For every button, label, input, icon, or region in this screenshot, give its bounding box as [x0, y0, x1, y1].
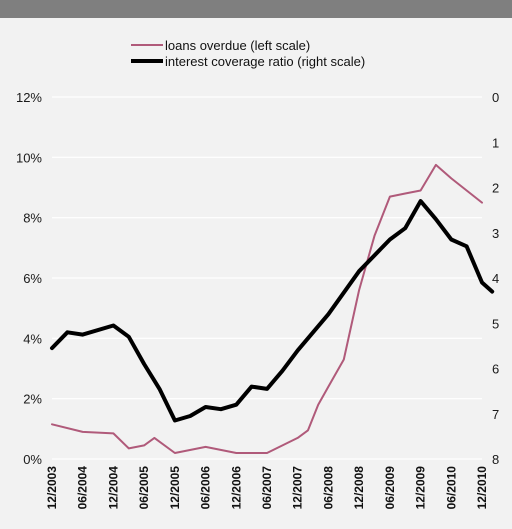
- left-tick-label: 0%: [23, 452, 42, 467]
- right-tick-label: 0: [492, 90, 499, 105]
- right-tick-label: 1: [492, 135, 499, 150]
- legend: loans overdue (left scale)interest cover…: [131, 38, 365, 69]
- x-tick-label: 06/2006: [199, 466, 213, 510]
- x-tick-label: 12/2010: [475, 466, 489, 510]
- left-tick-label: 8%: [23, 211, 42, 226]
- right-tick-label: 7: [492, 407, 499, 422]
- x-tick-label: 06/2004: [76, 466, 90, 510]
- x-tick-label: 06/2005: [137, 466, 151, 510]
- header-bar: [0, 0, 512, 18]
- left-axis: 0% 2% 4% 6% 8% 10% 12%: [16, 90, 42, 467]
- left-tick-label: 6%: [23, 271, 42, 286]
- x-tick-label: 12/2005: [168, 466, 182, 510]
- x-tick-label: 12/2004: [106, 466, 120, 510]
- right-axis: 0 1 2 3 4 5 6 7 8: [492, 90, 499, 467]
- x-tick-label: 06/2009: [383, 466, 397, 510]
- x-tick-label: 06/2007: [260, 466, 274, 510]
- x-axis: 12/2003 06/2004 12/2004 06/2005 12/2005 06/20…: [45, 466, 489, 510]
- legend-label: loans overdue (left scale): [165, 38, 310, 53]
- plot-lines: [50, 163, 495, 454]
- right-tick-label: 5: [492, 316, 499, 331]
- loans-overdue-line: [51, 163, 483, 454]
- left-tick-label: 4%: [23, 331, 42, 346]
- left-tick-label: 10%: [16, 150, 42, 165]
- x-tick-label: 06/2010: [444, 466, 458, 510]
- right-tick-label: 4: [492, 271, 499, 286]
- x-tick-label: 12/2007: [291, 466, 305, 510]
- x-tick-label: 12/2006: [229, 466, 243, 510]
- legend-label: interest coverage ratio (right scale): [165, 54, 365, 69]
- left-tick-label: 12%: [16, 90, 42, 105]
- right-tick-label: 6: [492, 362, 499, 377]
- x-tick-label: 12/2003: [45, 466, 59, 510]
- left-tick-label: 2%: [23, 392, 42, 407]
- x-tick-label: 12/2008: [352, 466, 366, 510]
- gridlines: [52, 96, 482, 460]
- interest-coverage-line: [50, 199, 495, 423]
- x-tick-label: 06/2008: [321, 466, 335, 510]
- right-tick-label: 3: [492, 226, 499, 241]
- right-tick-label: 8: [492, 452, 499, 467]
- x-tick-label: 12/2009: [414, 466, 428, 510]
- right-tick-label: 2: [492, 181, 499, 196]
